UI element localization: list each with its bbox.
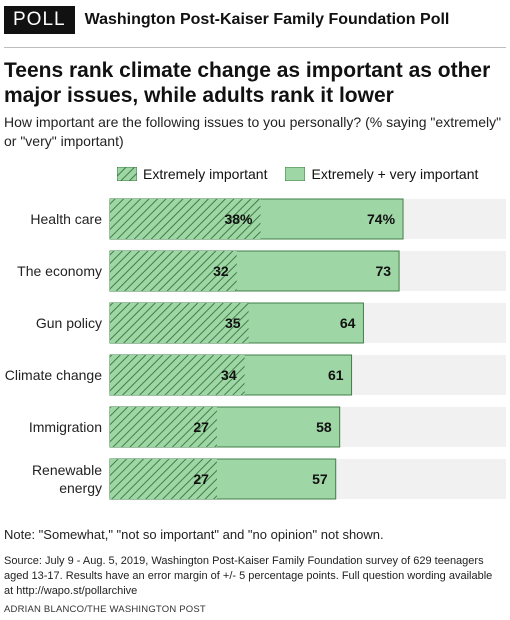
bar-row: Immigration 27 58 — [29, 406, 506, 448]
value-label-extremely-very: 74% — [367, 211, 396, 227]
chart-credit: ADRIAN BLANCO/THE WASHINGTON POST — [4, 604, 206, 615]
value-label-extremely-very: 73 — [376, 263, 392, 279]
legend-label-extremely: Extremely important — [143, 166, 268, 182]
bar-extremely — [110, 355, 245, 395]
bar-chart: Health care 38% 74% The economy 32 73 Gun poli… — [5, 198, 506, 500]
legend-item-extremely: Extremely important — [117, 166, 267, 182]
category-label: Renewable energy — [32, 462, 102, 496]
category-label: Immigration — [29, 419, 102, 435]
poll-name: Washington Post-Kaiser Family Foundation… — [84, 11, 450, 28]
bar-row: The economy 32 73 — [17, 250, 506, 292]
category-label: The economy — [17, 263, 102, 279]
legend-swatch-solid — [285, 167, 306, 181]
header-divider — [4, 47, 506, 48]
category-label: Climate change — [5, 367, 102, 383]
value-label-extremely: 38% — [224, 211, 253, 227]
bar-row: Gun policy 35 64 — [36, 302, 506, 344]
legend-label-extremely-very: Extremely + very important — [311, 166, 479, 182]
chart-note: Note: "Somewhat," "not so important" and… — [4, 527, 384, 542]
bar-extremely — [110, 251, 237, 291]
poll-badge: POLL — [4, 6, 75, 34]
bar-row: Renewable energy 27 57 — [32, 458, 506, 500]
value-label-extremely-very: 64 — [340, 315, 356, 331]
value-label-extremely: 27 — [193, 419, 209, 435]
legend-item-extremely-very: Extremely + very important — [285, 166, 478, 182]
value-label-extremely: 35 — [225, 315, 241, 331]
legend-swatch-hatched — [117, 167, 137, 181]
chart-legend: Extremely important Extremely + very imp… — [117, 166, 496, 182]
category-label: Gun policy — [36, 315, 102, 331]
value-label-extremely: 32 — [213, 263, 229, 279]
chart-subtitle: How important are the following issues t… — [4, 114, 502, 149]
value-label-extremely: 27 — [193, 471, 209, 487]
bar-row: Climate change 34 61 — [5, 354, 506, 396]
chart-source: Source: July 9 - Aug. 5, 2019, Washingto… — [4, 555, 493, 597]
category-label: Health care — [30, 211, 102, 227]
bar-row: Health care 38% 74% — [30, 198, 506, 240]
chart-headline: Teens rank climate change as important a… — [4, 59, 491, 107]
bar-extremely — [110, 407, 217, 447]
value-label-extremely-very: 58 — [316, 419, 332, 435]
bar-extremely — [110, 199, 261, 239]
value-label-extremely-very: 57 — [312, 471, 328, 487]
bar-extremely — [110, 459, 217, 499]
value-label-extremely-very: 61 — [328, 367, 344, 383]
poll-header: POLL Washington Post-Kaiser Family Found… — [4, 6, 449, 34]
value-label-extremely: 34 — [221, 367, 237, 383]
bar-extremely — [110, 303, 249, 343]
